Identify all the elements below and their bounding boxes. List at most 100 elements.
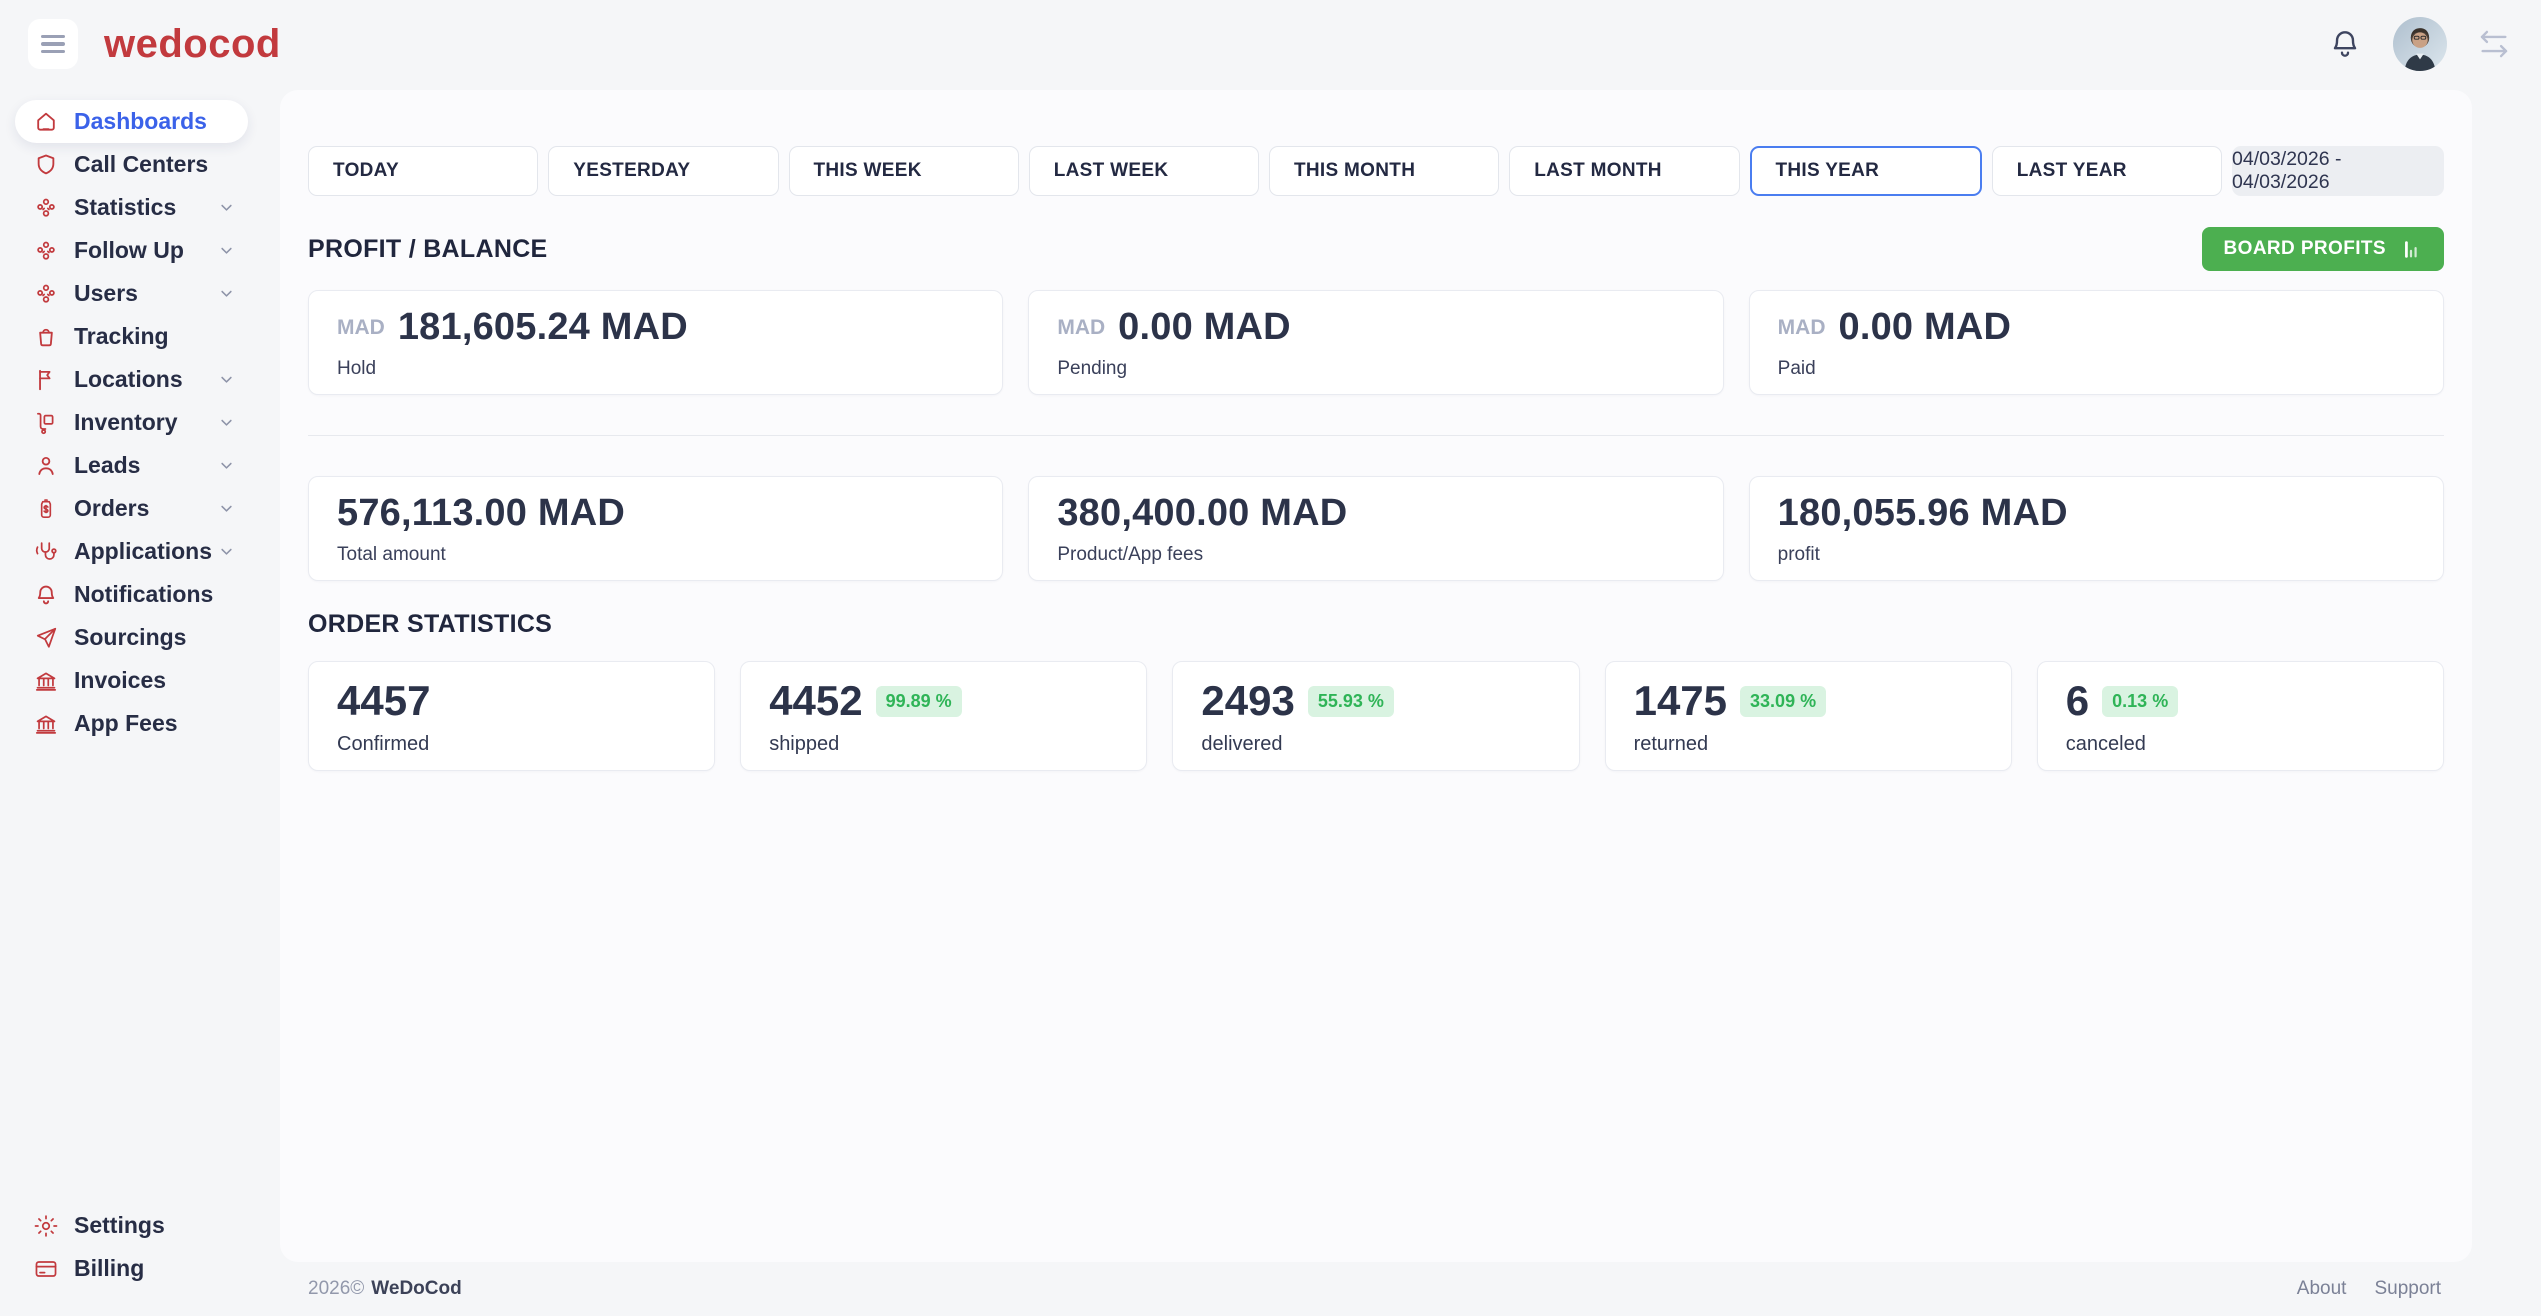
sidebar-item-label: Tracking xyxy=(74,323,169,349)
chevron-down-icon xyxy=(217,284,236,303)
money-card-label: Total amount xyxy=(337,544,446,565)
sidebar-item-label: Users xyxy=(74,280,138,306)
group-icon xyxy=(33,195,59,221)
amount-cards-row: 576,113.00 MAD Total amount 380,400.00 M… xyxy=(308,476,2444,581)
bell-icon xyxy=(33,582,59,608)
money-value: 0.00 MAD xyxy=(1118,306,1291,348)
money-card-paid: MAD 0.00 MAD Paid xyxy=(1748,290,2444,395)
stat-value: 6 xyxy=(2065,677,2090,724)
sidebar-item-label: Dashboards xyxy=(74,108,207,134)
support-link[interactable]: Support xyxy=(2374,1278,2441,1299)
filter-button-this-year[interactable]: THIS YEAR xyxy=(1749,146,1982,196)
date-range-picker[interactable]: 04/03/2026 - 04/03/2026 xyxy=(2232,146,2444,196)
sidebar-item-sourcings[interactable]: Sourcings xyxy=(15,616,248,659)
stat-card-confirmed: 4457 Confirmed xyxy=(308,661,716,771)
filter-button-label: YESTERDAY xyxy=(573,160,691,181)
money-card-label: Hold xyxy=(337,358,377,379)
sidebar-item-label: Inventory xyxy=(74,409,178,435)
stat-percentage-badge: 55.93 % xyxy=(1307,685,1394,717)
app-logo: wedocod xyxy=(104,21,281,66)
filter-button-label: LAST WEEK xyxy=(1053,160,1169,181)
filter-button-today[interactable]: TODAY xyxy=(308,146,539,196)
sidebar-item-notifications[interactable]: Notifications xyxy=(15,573,248,616)
order-statistics-header: ORDER STATISTICS xyxy=(308,605,2444,643)
stethoscope-icon xyxy=(33,539,59,565)
sidebar-item-tracking[interactable]: Tracking xyxy=(15,315,248,358)
sidebar-item-billing[interactable]: Billing xyxy=(15,1247,248,1290)
stat-card-delivered: 2493 55.93 % delivered xyxy=(1172,661,1580,771)
stat-card-shipped: 4452 99.89 % shipped xyxy=(740,661,1148,771)
sidebar-item-follow-up[interactable]: Follow Up xyxy=(15,229,248,272)
money-value: 576,113.00 MAD xyxy=(337,492,625,534)
money-value: 180,055.96 MAD xyxy=(1777,492,2068,534)
page-footer: 2026© WeDoCod About Support xyxy=(280,1262,2541,1316)
sidebar-item-app-fees[interactable]: App Fees xyxy=(15,702,248,745)
stat-card-label: shipped xyxy=(769,733,840,755)
chevron-down-icon xyxy=(217,499,236,518)
profit-balance-title: PROFIT / BALANCE xyxy=(308,234,548,263)
sidebar-item-label: Locations xyxy=(74,366,183,392)
gear-icon xyxy=(33,1213,59,1239)
stat-value: 2493 xyxy=(1201,677,1295,724)
sidebar-item-label: App Fees xyxy=(74,710,178,736)
menu-toggle-button[interactable] xyxy=(28,19,78,69)
sidebar-item-label: Sourcings xyxy=(74,624,187,650)
sidebar-item-orders[interactable]: Orders xyxy=(15,487,248,530)
sidebar-item-dashboards[interactable]: Dashboards xyxy=(15,100,248,143)
stat-value: 4452 xyxy=(769,677,863,724)
money-card-total-amount: 576,113.00 MAD Total amount xyxy=(308,476,1004,581)
switch-account-button[interactable] xyxy=(2477,27,2511,61)
group-icon xyxy=(33,281,59,307)
stat-card-returned: 1475 33.09 % returned xyxy=(1604,661,2012,771)
user-avatar[interactable] xyxy=(2393,17,2447,71)
filter-button-yesterday[interactable]: YESTERDAY xyxy=(548,146,779,196)
stat-card-label: canceled xyxy=(2065,733,2146,755)
person-icon xyxy=(33,453,59,479)
dashboard-panel: TODAY YESTERDAY THIS WEEK LAST WEEK THIS… xyxy=(280,90,2472,1262)
topbar-actions xyxy=(2327,17,2511,71)
topbar: wedocod xyxy=(0,0,2541,88)
chevron-down-icon xyxy=(217,542,236,561)
sidebar-item-label: Billing xyxy=(74,1255,145,1281)
sidebar-item-invoices[interactable]: Invoices xyxy=(15,659,248,702)
stat-percentage-badge: 99.89 % xyxy=(875,685,962,717)
main-area: TODAY YESTERDAY THIS WEEK LAST WEEK THIS… xyxy=(280,88,2541,1316)
sidebar-item-applications[interactable]: Applications xyxy=(15,530,248,573)
about-link[interactable]: About xyxy=(2296,1278,2347,1299)
filter-button-label: LAST MONTH xyxy=(1534,160,1662,181)
balance-cards-row: MAD 181,605.24 MAD Hold MAD 0.00 MAD Pen… xyxy=(308,290,2444,395)
footer-brand: WeDoCod xyxy=(371,1278,462,1299)
filter-button-this-week[interactable]: THIS WEEK xyxy=(788,146,1019,196)
sidebar-item-statistics[interactable]: Statistics xyxy=(15,186,248,229)
sidebar-item-label: Settings xyxy=(74,1212,165,1238)
filter-button-last-week[interactable]: LAST WEEK xyxy=(1028,146,1259,196)
date-filter-bar: TODAY YESTERDAY THIS WEEK LAST WEEK THIS… xyxy=(308,146,2444,196)
notifications-button[interactable] xyxy=(2327,26,2363,62)
sidebar-item-locations[interactable]: Locations xyxy=(15,358,248,401)
plane-icon xyxy=(33,625,59,651)
section-divider xyxy=(308,435,2444,436)
filter-button-last-year[interactable]: LAST YEAR xyxy=(1991,146,2222,196)
chevron-down-icon xyxy=(217,456,236,475)
money-card-label: Product/App fees xyxy=(1057,544,1204,565)
filter-button-this-month[interactable]: THIS MONTH xyxy=(1269,146,1500,196)
sidebar-item-inventory[interactable]: Inventory xyxy=(15,401,248,444)
sidebar-item-users[interactable]: Users xyxy=(15,272,248,315)
money-value: 0.00 MAD xyxy=(1838,306,2012,348)
sidebar-item-label: Call Centers xyxy=(74,151,209,177)
profit-balance-header: PROFIT / BALANCE BOARD PROFITS xyxy=(308,226,2444,272)
sidebar-item-label: Applications xyxy=(74,538,213,564)
money-card-label: Pending xyxy=(1057,358,1128,379)
swap-arrows-icon xyxy=(2477,27,2511,61)
group-icon xyxy=(33,238,59,264)
money-value: 181,605.24 MAD xyxy=(397,306,688,348)
sidebar-item-label: Orders xyxy=(74,495,150,521)
board-profits-button[interactable]: BOARD PROFITS xyxy=(2201,227,2444,271)
sidebar-item-leads[interactable]: Leads xyxy=(15,444,248,487)
bell-icon xyxy=(2327,26,2363,62)
currency-prefix: MAD xyxy=(1777,315,1826,339)
sidebar-item-settings[interactable]: Settings xyxy=(15,1204,248,1247)
stat-percentage-badge: 33.09 % xyxy=(1740,685,1827,717)
filter-button-last-month[interactable]: LAST MONTH xyxy=(1509,146,1740,196)
sidebar-item-call-centers[interactable]: Call Centers xyxy=(15,143,248,186)
